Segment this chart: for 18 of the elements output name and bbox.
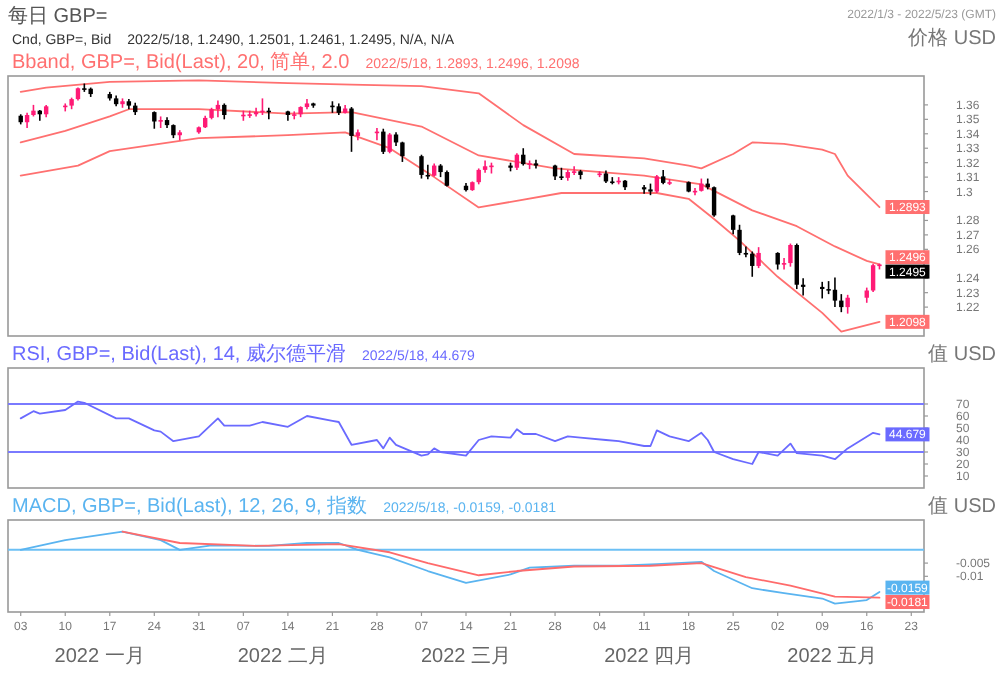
y-axis-title: 价格 USD [906, 26, 996, 50]
y-axis-title: 值 USD [928, 496, 996, 518]
line-series [121, 530, 881, 599]
chart-title: 每日 GBP= [8, 4, 108, 28]
text: 2022 二月 [237, 646, 328, 668]
text: Bband, GBP=, Bid(Last), 20, 简单, 2.0 [12, 50, 351, 74]
line-series [19, 131, 881, 333]
text: 2022 三月 [420, 646, 512, 668]
line-series [19, 530, 881, 605]
line-series [19, 79, 881, 208]
text: 2022 一月 [54, 646, 145, 668]
line-series [19, 400, 881, 465]
y-axis-title: 值 USD [928, 344, 996, 366]
text: 2022 五月 [787, 646, 878, 668]
text: MACD, GBP=, Bid(Last), 12, 26, 9, 指数 [12, 494, 368, 518]
text: 2022 四月 [604, 646, 695, 668]
text: RSI, GBP=, Bid(Last), 14, 威尔德平滑 [12, 342, 346, 366]
line-series [19, 108, 881, 266]
